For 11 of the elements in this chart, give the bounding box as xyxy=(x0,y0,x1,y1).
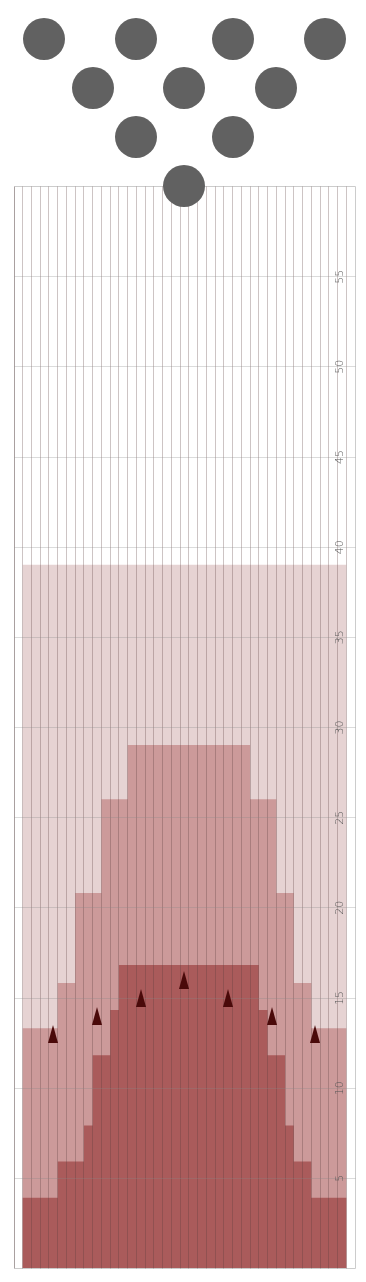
y-tick-label: 20 xyxy=(332,900,346,915)
y-tick-label: 45 xyxy=(332,450,346,464)
y-tick-label: 5 xyxy=(332,1174,346,1182)
y-tick-label: 40 xyxy=(332,540,346,555)
y-tick-label: 10 xyxy=(332,1081,346,1096)
y-tick-label: 25 xyxy=(332,810,346,825)
y-tick-label: 55 xyxy=(332,269,346,284)
y-tick-label: 35 xyxy=(332,630,346,645)
y-tick-label: 50 xyxy=(332,359,346,374)
y-tick-label: 15 xyxy=(332,991,346,1005)
y-tick-label: 30 xyxy=(332,720,346,735)
